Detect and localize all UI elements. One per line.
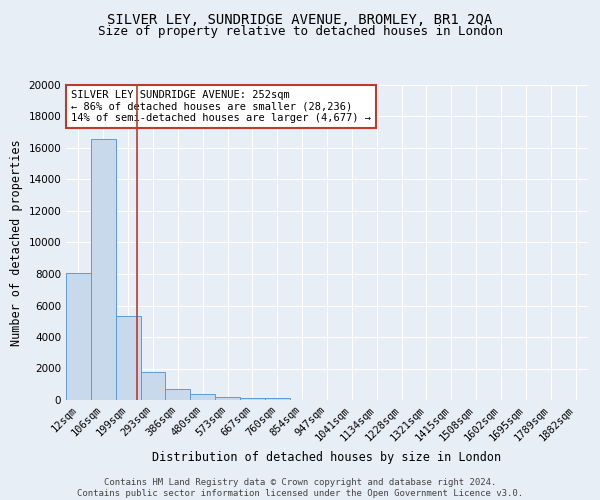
Text: SILVER LEY SUNDRIDGE AVENUE: 252sqm
← 86% of detached houses are smaller (28,236: SILVER LEY SUNDRIDGE AVENUE: 252sqm ← 86… bbox=[71, 90, 371, 123]
Bar bbox=[240, 398, 265, 400]
Bar bbox=[66, 273, 91, 400]
Bar bbox=[116, 316, 140, 400]
X-axis label: Distribution of detached houses by size in London: Distribution of detached houses by size … bbox=[152, 451, 502, 464]
Text: Contains HM Land Registry data © Crown copyright and database right 2024.
Contai: Contains HM Land Registry data © Crown c… bbox=[77, 478, 523, 498]
Bar bbox=[166, 390, 190, 400]
Text: Size of property relative to detached houses in London: Size of property relative to detached ho… bbox=[97, 25, 503, 38]
Y-axis label: Number of detached properties: Number of detached properties bbox=[10, 139, 23, 346]
Bar bbox=[215, 397, 240, 400]
Bar bbox=[265, 398, 290, 400]
Bar bbox=[91, 138, 116, 400]
Bar bbox=[190, 394, 215, 400]
Bar bbox=[140, 372, 166, 400]
Text: SILVER LEY, SUNDRIDGE AVENUE, BROMLEY, BR1 2QA: SILVER LEY, SUNDRIDGE AVENUE, BROMLEY, B… bbox=[107, 12, 493, 26]
